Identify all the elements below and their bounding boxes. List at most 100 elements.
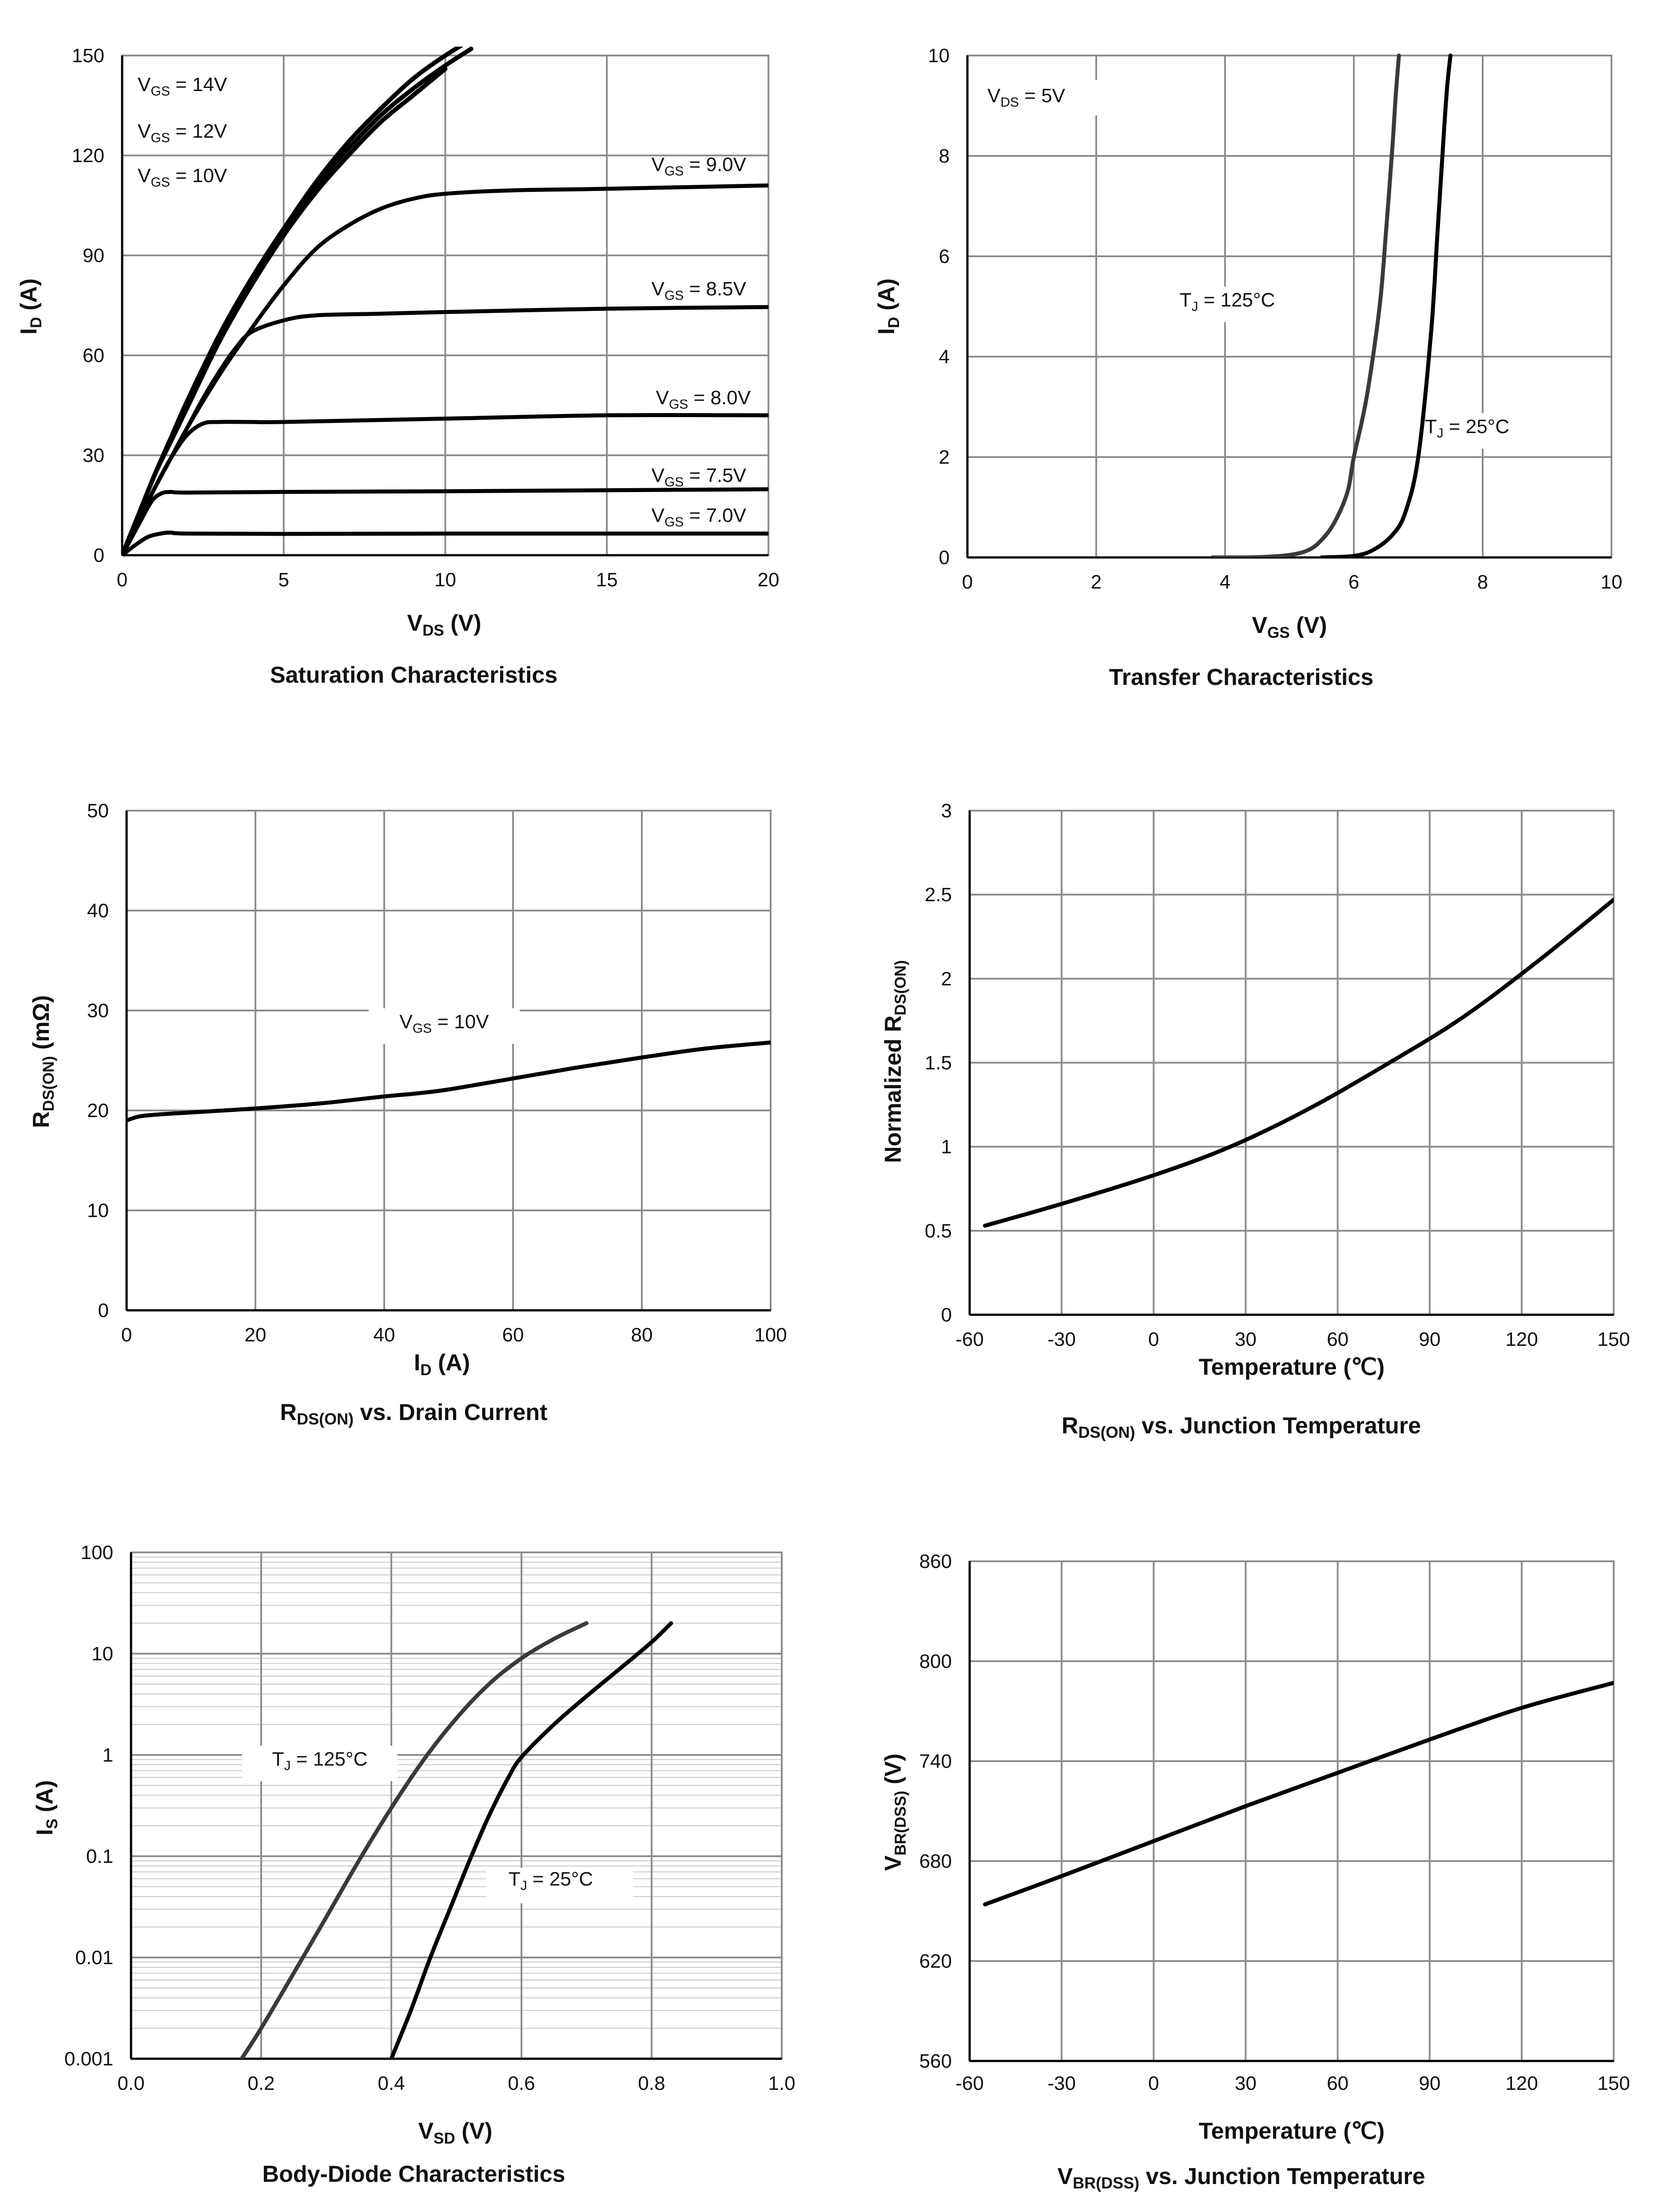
- y-axis-label-sub: BR(DSS): [892, 1791, 909, 1856]
- x-tick-label: 150: [1597, 2073, 1630, 2094]
- annotation-background: [486, 1868, 633, 1903]
- x-axis-label: Temperature (℃): [1199, 1354, 1385, 1380]
- annotation-label-main: V: [138, 165, 151, 187]
- x-tick-label: 0.0: [117, 2073, 144, 2094]
- x-axis-label-main: V: [407, 610, 422, 636]
- chart-panel-transfer: 0 2 4 6 8 10 0 2 4 6 8 10 VDS = 5V TJ = 125°C TJ = 25°…: [828, 0, 1655, 737]
- x-tick-label: 90: [1419, 2073, 1440, 2094]
- x-tick-label: 6: [1349, 571, 1359, 593]
- annotation-label-sub: DS: [1000, 95, 1019, 110]
- annotation-label-rest: = 7.5V: [684, 465, 746, 486]
- x-axis-label-rest: (V): [444, 610, 481, 636]
- annotation-label: TJ = 125°C: [272, 1748, 368, 1773]
- x-tick-label: 4: [1220, 571, 1230, 593]
- y-tick-label: 8: [939, 145, 950, 167]
- y-tick-label: 0: [94, 545, 104, 566]
- x-axis-label-rest: (V): [1290, 613, 1327, 638]
- series-line: [983, 1681, 1614, 1906]
- y-tick-label: 3: [941, 800, 952, 822]
- x-tick-label: 15: [596, 569, 618, 591]
- x-tick-label: 20: [245, 1324, 267, 1346]
- x-axis-label: VSD (V): [418, 2118, 492, 2147]
- annotation-label: VGS = 8.5V: [652, 278, 747, 303]
- caption-rest: vs. Junction Temperature: [1135, 1413, 1421, 1439]
- annotation-label-sub: J: [1437, 426, 1444, 441]
- y-axis-label-rest: (A): [16, 278, 42, 317]
- annotation-label-main: T: [1425, 416, 1437, 438]
- y-tick-label: 0: [941, 1304, 952, 1326]
- x-tick-label: 100: [754, 1324, 787, 1346]
- caption-sub: BR(DSS): [1073, 2174, 1140, 2192]
- annotation-label-sub: GS: [664, 164, 684, 179]
- x-tick-label: 150: [1597, 1329, 1630, 1350]
- y-axis-label-main: Normalized R: [880, 1015, 906, 1163]
- chart-panel-rdson-vs-tj: -60 -30 0 30 60 90 120 150 0 0.5 1 1.5 2 2.5 3 Temperat…: [828, 737, 1655, 1475]
- y-axis-label-main: R: [28, 1111, 54, 1128]
- chart-caption: Transfer Characteristics: [1109, 664, 1374, 690]
- y-axis-label: RDS(ON) (mΩ): [28, 995, 57, 1128]
- x-tick-label: 80: [631, 1324, 653, 1346]
- series-line: [122, 413, 768, 555]
- y-tick-label: 2: [939, 446, 950, 468]
- series-line: [389, 1621, 673, 2059]
- y-axis-label-rest: (A): [32, 1780, 58, 1819]
- x-axis-label-rest: (V): [455, 2118, 493, 2144]
- annotation-label-rest: = 8.0V: [688, 387, 751, 409]
- annotation-label-sub: GS: [664, 288, 684, 303]
- x-tick-label: 60: [1327, 2073, 1349, 2094]
- y-tick-label: 0.1: [86, 1846, 113, 1867]
- y-axis-label: VBR(DSS) (V): [880, 1754, 909, 1871]
- annotation-label: VGS = 8.0V: [656, 387, 751, 412]
- x-axis-label-main: V: [418, 2118, 434, 2144]
- x-tick-label: 1.0: [768, 2073, 795, 2094]
- y-axis-label-sub: DS(ON): [40, 1056, 57, 1111]
- x-tick-label: 120: [1505, 2073, 1538, 2094]
- annotation-label-sub: GS: [413, 1021, 432, 1036]
- x-tick-label: 10: [1601, 571, 1623, 593]
- x-axis-label-rest: (A): [432, 1350, 470, 1376]
- y-tick-label: 620: [919, 1950, 952, 1972]
- chart-caption: RDS(ON) vs. Drain Current: [0, 1399, 828, 1428]
- plot-frame: [126, 810, 772, 1311]
- chart-panel-vbr-vs-tj: -60 -30 0 30 60 90 120 150 560 620 680 740 800 860 Tem…: [828, 1475, 1655, 2212]
- series-line: [239, 1621, 589, 2059]
- annotation-label-sub: GS: [664, 515, 684, 529]
- annotation-label: VGS = 9.0V: [652, 154, 747, 179]
- y-tick-label: 6: [939, 246, 950, 267]
- series-line: [983, 898, 1614, 1228]
- annotation-label-sub: GS: [151, 84, 170, 99]
- y-axis-label-main: V: [880, 1855, 906, 1871]
- series-line: [127, 1040, 771, 1122]
- x-tick-label: 0.6: [508, 2073, 535, 2094]
- y-tick-label: 2.5: [925, 884, 952, 906]
- x-tick-label: 90: [1419, 1329, 1440, 1350]
- annotation-background: [1172, 286, 1292, 322]
- caption-main: R: [1062, 1413, 1078, 1439]
- caption-main: V: [1057, 2164, 1073, 2189]
- annotation-label-rest: = 9.0V: [684, 154, 746, 175]
- y-tick-label: 60: [83, 345, 104, 366]
- series-line: [122, 487, 768, 555]
- annotation-label-sub: GS: [151, 175, 170, 190]
- y-tick-label: 30: [87, 1000, 109, 1022]
- annotation-label-rest: = 8.5V: [684, 278, 746, 300]
- annotation-label: VGS = 10V: [399, 1011, 489, 1036]
- y-axis-label: Normalized RDS(ON): [880, 960, 909, 1163]
- y-axis-label-sub: D: [28, 317, 45, 328]
- x-axis-label-sub: D: [420, 1361, 431, 1379]
- y-axis-label-rest: (A): [874, 278, 899, 317]
- x-tick-label: 0: [1148, 1329, 1159, 1350]
- y-tick-label: 1: [941, 1136, 952, 1158]
- x-tick-label: 20: [758, 569, 780, 591]
- chart-panel-rdson-vs-id: 0 20 40 60 80 100 0 10 20 30 40 50 VGS = 10V ID (A) RD…: [0, 737, 828, 1475]
- annotation-label-main: T: [272, 1748, 284, 1770]
- x-tick-label: 0: [121, 1324, 132, 1346]
- chart-panel-body-diode: 0.0 0.2 0.4 0.6 0.8 1.0 0.001 0.01 0.1 1 10 100 TJ =…: [0, 1475, 828, 2212]
- y-tick-label: 800: [919, 1651, 952, 1672]
- x-tick-label: 30: [1235, 2073, 1257, 2094]
- annotation-label-rest: = 14V: [170, 74, 227, 95]
- chart-caption: Saturation Characteristics: [270, 662, 558, 688]
- annotation-label: VGS = 7.5V: [652, 465, 747, 489]
- annotation-label: TJ = 125°C: [1180, 289, 1275, 314]
